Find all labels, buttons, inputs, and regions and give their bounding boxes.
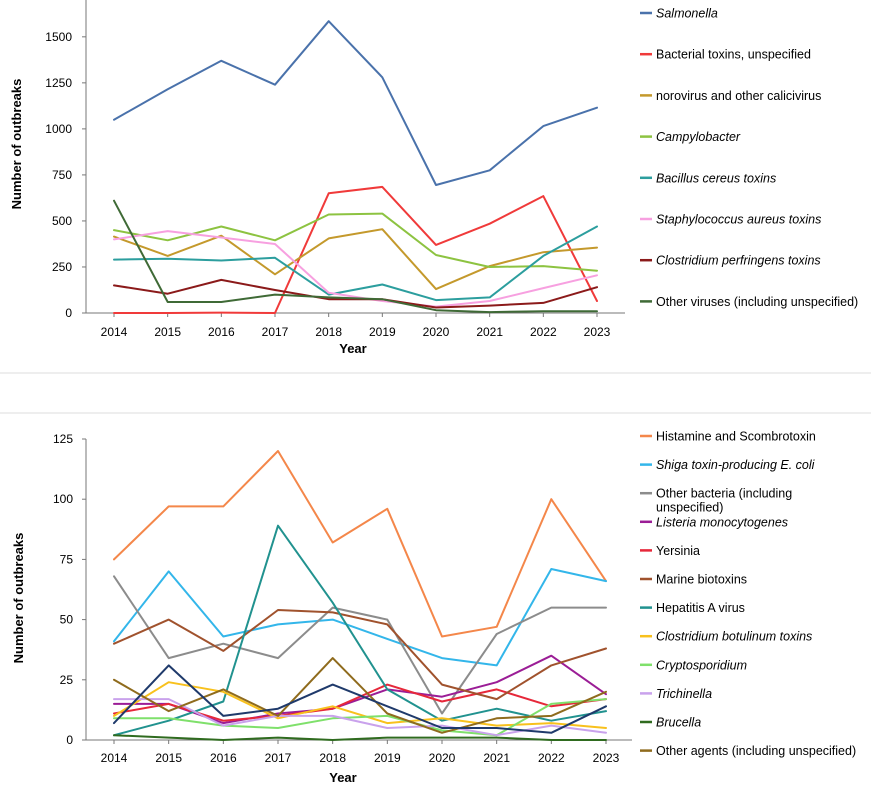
x-tick-label: 2016 bbox=[210, 751, 237, 765]
x-tick-label: 2022 bbox=[530, 325, 557, 339]
legend-label: Clostridium botulinum toxins bbox=[656, 630, 812, 644]
y-tick-label: 0 bbox=[65, 306, 72, 320]
x-tick-label: 2017 bbox=[262, 325, 289, 339]
legend-entry-bacterial-toxins-unspecified: Bacterial toxins, unspecified bbox=[640, 48, 811, 62]
series-line-shiga-toxin-producing-e-coli bbox=[113, 568, 607, 667]
legend-entry-other-bacteria-including-unspecified: Other bacteria (including unspecified) bbox=[640, 487, 792, 515]
legend-label: Clostridium perfringens toxins bbox=[656, 254, 821, 268]
x-tick-label: 2017 bbox=[265, 751, 292, 765]
series-line-listeria-monocytogenes bbox=[113, 654, 607, 725]
series-line-marine-biotoxins bbox=[113, 609, 607, 701]
y-tick-label: 100 bbox=[53, 492, 73, 506]
y-tick-label: 0 bbox=[66, 733, 73, 747]
legend-entry-listeria-monocytogenes: Listeria monocytogenes bbox=[640, 515, 788, 529]
x-tick-label: 2019 bbox=[369, 325, 396, 339]
legend-entry-shiga-toxin-producing-e-coli: Shiga toxin-producing E. coli bbox=[640, 458, 816, 472]
series-line-other-bacteria-including-unspecified bbox=[113, 575, 607, 715]
x-axis-title: Year bbox=[329, 770, 356, 785]
x-tick-label: 2019 bbox=[374, 751, 401, 765]
y-tick-label: 1500 bbox=[45, 30, 72, 44]
x-tick-label: 2016 bbox=[208, 325, 235, 339]
y-tick-label: 125 bbox=[53, 432, 73, 446]
legend-entry-hepatitis-a-virus: Hepatitis A virus bbox=[640, 601, 745, 615]
x-tick-label: 2015 bbox=[154, 325, 181, 339]
x-tick-label: 2018 bbox=[319, 751, 346, 765]
x-tick-label: 2021 bbox=[476, 325, 503, 339]
legend-label: Salmonella bbox=[656, 7, 718, 21]
x-tick-label: 2023 bbox=[593, 751, 620, 765]
x-tick-label: 2020 bbox=[429, 751, 456, 765]
series-line-campylobacter bbox=[113, 212, 598, 272]
y-tick-label: 500 bbox=[52, 214, 72, 228]
series-line-brucella bbox=[113, 734, 607, 741]
series-line-histamine-and-scombrotoxin bbox=[113, 450, 607, 638]
series-line-staphylococcus-aureus-toxins bbox=[113, 230, 598, 308]
x-tick-label: 2014 bbox=[101, 325, 128, 339]
legend-label: Brucella bbox=[656, 716, 701, 730]
legend-entry-cryptosporidium: Cryptosporidium bbox=[640, 658, 747, 672]
series-line-bacterial-toxins-unspecified bbox=[113, 185, 598, 314]
series-line-clostridium-botulinum-toxins bbox=[113, 681, 607, 729]
series-line-bacillus-cereus-toxins bbox=[113, 225, 598, 302]
legend-entry-other-agents-including-unspecified: Other agents (including unspecified) bbox=[640, 744, 856, 758]
legend-entry-clostridium-botulinum-toxins: Clostridium botulinum toxins bbox=[640, 630, 812, 644]
x-tick-label: 2014 bbox=[101, 751, 128, 765]
legend-entry-marine-biotoxins: Marine biotoxins bbox=[640, 573, 747, 587]
series-line-other-viruses-including-unspecified bbox=[113, 199, 598, 314]
legend-entry-staphylococcus-aureus-toxins: Staphylococcus aureus toxins bbox=[640, 213, 821, 227]
legend-label: norovirus and other calicivirus bbox=[656, 89, 821, 103]
series-line-clostridium-perfringens-toxins bbox=[113, 278, 598, 309]
legend-label: Hepatitis A virus bbox=[656, 601, 745, 615]
x-tick-label: 2020 bbox=[423, 325, 450, 339]
x-tick-label: 2015 bbox=[155, 751, 182, 765]
legend-entry-yersinia: Yersinia bbox=[640, 544, 700, 558]
legend-entry-brucella: Brucella bbox=[640, 716, 701, 730]
series-line-unlabeled-12 bbox=[113, 664, 607, 734]
legend-label: Cryptosporidium bbox=[656, 658, 747, 672]
legend-entry-salmonella: Salmonella bbox=[640, 7, 718, 21]
series-line-hepatitis-a-virus bbox=[113, 524, 607, 737]
chart-1: 0 250 500 750 1000 1250 1500 2014 2015 2016 2017 20… bbox=[9, 0, 858, 356]
legend-label: Other viruses (including unspecified) bbox=[656, 295, 858, 309]
series-line-other-agents-including-unspecified bbox=[113, 657, 607, 734]
legend-label: Other agents (including unspecified) bbox=[656, 744, 856, 758]
x-axis-title: Year bbox=[339, 341, 366, 356]
legend-label: Yersinia bbox=[656, 544, 700, 558]
y-tick-label: 75 bbox=[60, 552, 74, 566]
legend-label: Campylobacter bbox=[656, 130, 741, 144]
x-tick-label: 2021 bbox=[483, 751, 510, 765]
legend-label: Histamine and Scombrotoxin bbox=[656, 430, 816, 444]
legend-label: Other bacteria (including unspecified) bbox=[656, 487, 792, 515]
legend-entry-norovirus-and-other-calicivirus: norovirus and other calicivirus bbox=[640, 89, 821, 103]
y-tick-label: 750 bbox=[52, 168, 72, 182]
series-line-cryptosporidium bbox=[113, 698, 607, 737]
legend-entry-histamine-and-scombrotoxin: Histamine and Scombrotoxin bbox=[640, 430, 816, 444]
legend-entry-campylobacter: Campylobacter bbox=[640, 130, 741, 144]
y-tick-label: 50 bbox=[60, 613, 74, 627]
y-tick-label: 1250 bbox=[45, 76, 72, 90]
legend-label: Shiga toxin-producing E. coli bbox=[656, 458, 816, 472]
legend-label: Staphylococcus aureus toxins bbox=[656, 213, 821, 227]
y-axis-title: Number of outbreaks bbox=[9, 79, 24, 210]
y-tick-label: 250 bbox=[52, 260, 72, 274]
x-tick-label: 2022 bbox=[538, 751, 565, 765]
legend-entry-trichinella: Trichinella bbox=[640, 687, 712, 701]
chart-2: 0 25 50 75 100 125 2014 2015 2016 2017 2018 2019 202… bbox=[11, 430, 856, 786]
legend-entry-clostridium-perfringens-toxins: Clostridium perfringens toxins bbox=[640, 254, 821, 268]
y-tick-label: 1000 bbox=[45, 122, 72, 136]
series-line-salmonella bbox=[113, 20, 598, 186]
legend-entry-other-viruses-including-unspecified: Other viruses (including unspecified) bbox=[640, 295, 858, 309]
y-axis-title: Number of outbreaks bbox=[11, 533, 26, 664]
y-tick-label: 25 bbox=[60, 673, 74, 687]
legend-entry-bacillus-cereus-toxins: Bacillus cereus toxins bbox=[640, 171, 776, 185]
x-tick-label: 2023 bbox=[584, 325, 611, 339]
series-line-norovirus-and-other-calicivirus bbox=[113, 228, 598, 291]
legend-label: Bacillus cereus toxins bbox=[656, 171, 776, 185]
legend-label: Listeria monocytogenes bbox=[656, 515, 788, 529]
legend-label: Bacterial toxins, unspecified bbox=[656, 48, 811, 62]
legend-label: Trichinella bbox=[656, 687, 712, 701]
legend-label: Marine biotoxins bbox=[656, 573, 747, 587]
x-tick-label: 2018 bbox=[315, 325, 342, 339]
